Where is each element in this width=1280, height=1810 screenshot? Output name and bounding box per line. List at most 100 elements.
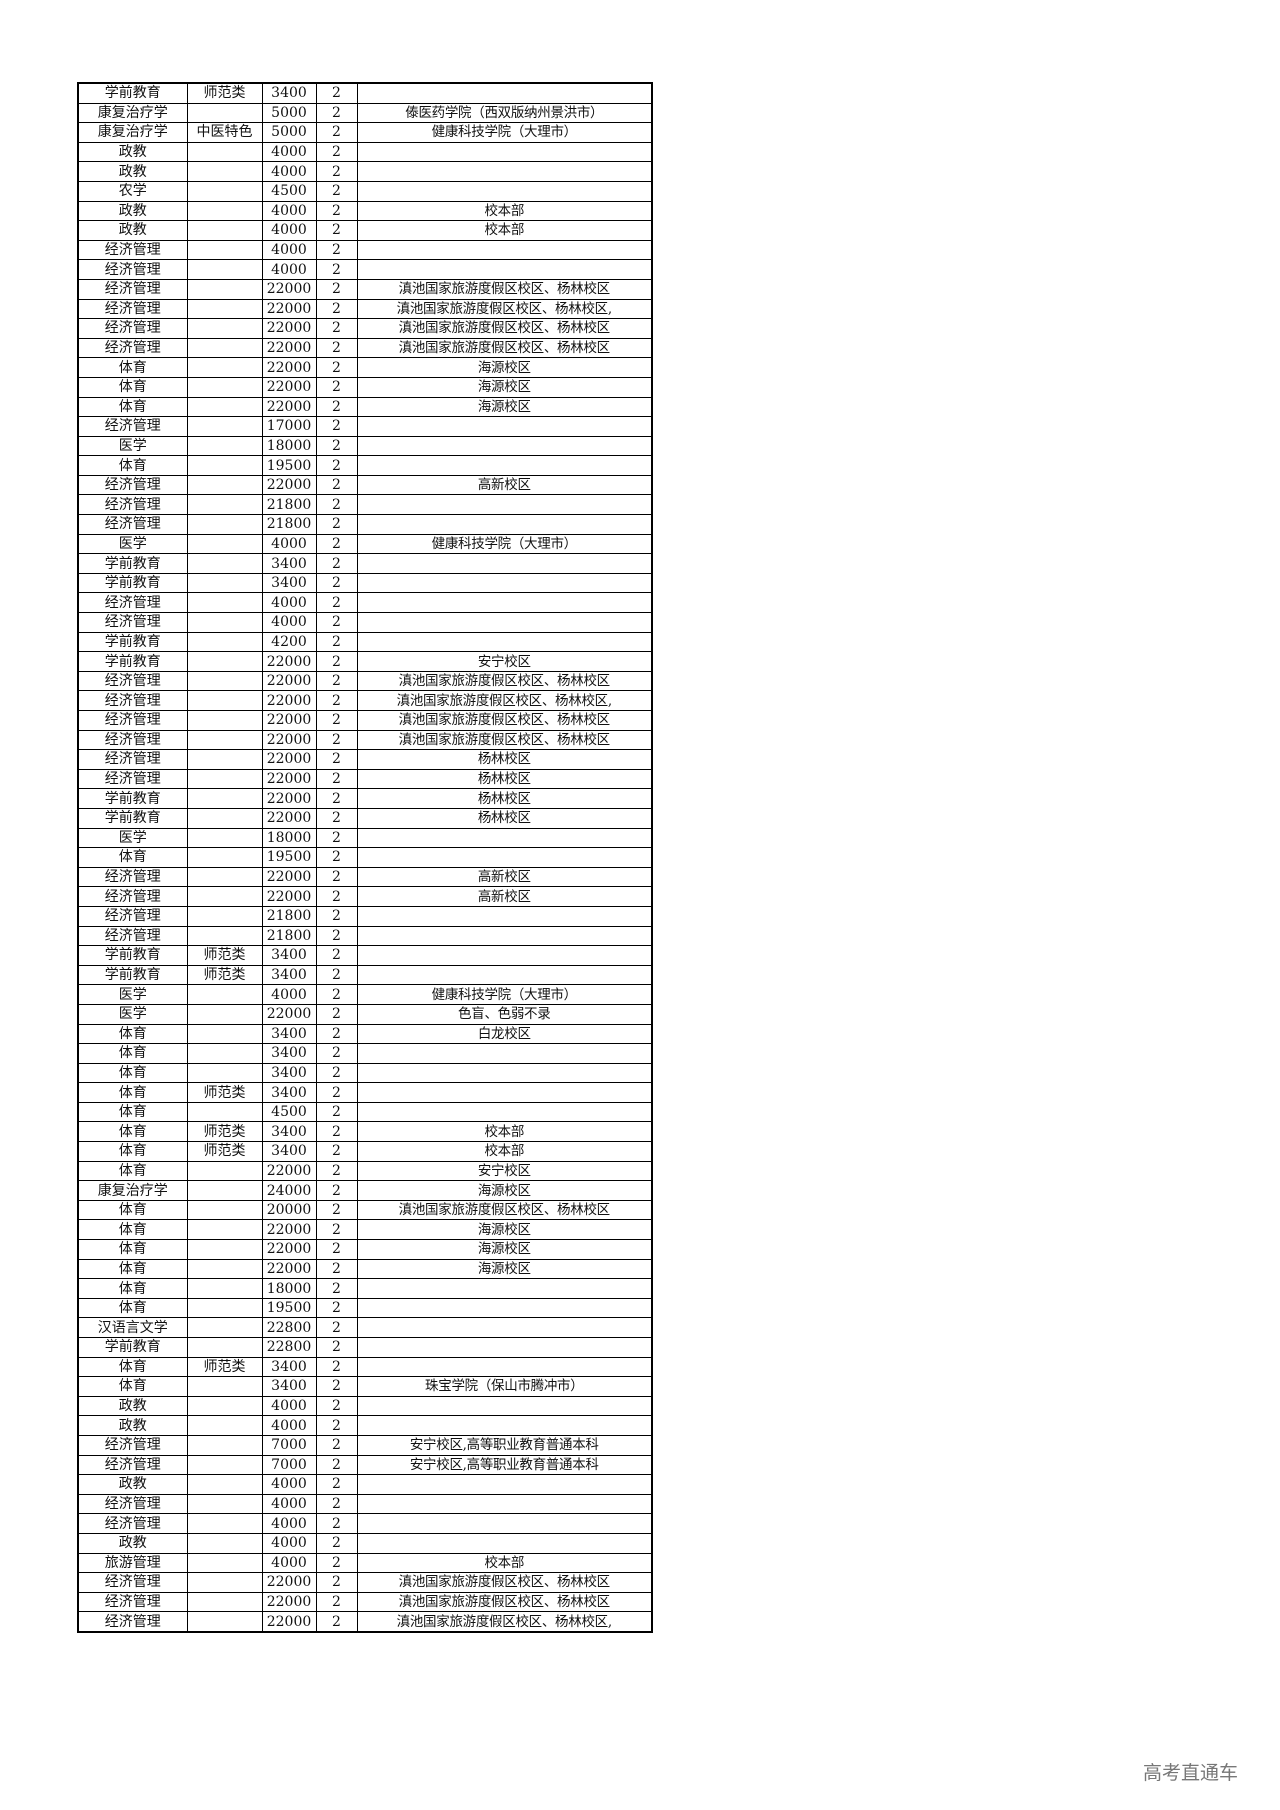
note-cell: 校本部 [356, 1141, 653, 1162]
major-cell: 经济管理 [77, 1611, 188, 1633]
major-cell: 政教 [77, 1415, 188, 1436]
table-row: 农学 4500 2 [77, 180, 653, 202]
major-cell: 学前教育 [77, 945, 188, 966]
tuition-cell: 24000 [261, 1180, 317, 1201]
table-row: 学前教育 3400 2 [77, 572, 653, 594]
count-cell: 2 [315, 572, 358, 594]
major-cell: 体育 [77, 1141, 188, 1162]
count-cell: 2 [315, 690, 358, 711]
major-cell: 经济管理 [77, 416, 188, 437]
tuition-cell: 22000 [261, 337, 317, 359]
note-cell [356, 455, 653, 476]
note-cell [356, 259, 653, 280]
major-cell: 康复治疗学 [77, 1180, 188, 1201]
table-row: 汉语言文学 22800 2 [77, 1317, 653, 1338]
category-cell [186, 161, 263, 182]
tuition-cell: 22000 [261, 749, 317, 770]
category-cell [186, 1337, 263, 1358]
note-cell [356, 494, 653, 516]
table-row: 经济管理 22000 2 高新校区 [77, 866, 653, 888]
table-row: 体育 3400 2 [77, 1062, 653, 1084]
note-cell [356, 1474, 653, 1495]
count-cell: 2 [315, 1513, 358, 1534]
major-cell: 经济管理 [77, 474, 188, 496]
category-cell [186, 1395, 263, 1417]
category-cell [186, 1297, 263, 1319]
note-cell [356, 592, 653, 614]
note-cell: 海源校区 [356, 1258, 653, 1280]
category-cell [186, 886, 263, 907]
table-row: 体育 20000 2 滇池国家旅游度假区校区、杨林校区 [77, 1199, 653, 1221]
category-cell [186, 847, 263, 868]
major-cell: 旅游管理 [77, 1552, 188, 1574]
tuition-cell: 20000 [261, 1199, 317, 1221]
table-row: 体育 22000 2 海源校区 [77, 396, 653, 418]
note-cell [356, 612, 653, 633]
tuition-cell: 3400 [261, 1043, 317, 1064]
tuition-cell: 22000 [261, 768, 317, 790]
table-row: 经济管理 4000 2 [77, 1493, 653, 1515]
count-cell: 2 [315, 670, 358, 692]
note-cell [356, 1297, 653, 1319]
note-cell: 滇池国家旅游度假区校区、杨林校区 [356, 1591, 653, 1613]
table-row: 经济管理 7000 2 安宁校区,高等职业教育普通本科 [77, 1454, 653, 1476]
count-cell: 2 [315, 474, 358, 496]
tuition-cell: 4000 [261, 533, 317, 555]
count-cell: 2 [315, 729, 358, 751]
tuition-cell: 4000 [261, 1395, 317, 1417]
category-cell: 师范类 [186, 1356, 263, 1378]
table-row: 体育 22000 2 海源校区 [77, 376, 653, 398]
major-cell: 体育 [77, 1043, 188, 1064]
note-cell: 滇池国家旅游度假区校区、杨林校区 [356, 1199, 653, 1221]
tuition-cell: 4200 [261, 631, 317, 653]
table-row: 经济管理 7000 2 安宁校区,高等职业教育普通本科 [77, 1434, 653, 1456]
count-cell: 2 [315, 1532, 358, 1554]
category-cell [186, 866, 263, 888]
note-cell [356, 847, 653, 868]
tuition-cell: 22000 [261, 1219, 317, 1241]
count-cell: 2 [315, 435, 358, 457]
tuition-cell: 22000 [261, 866, 317, 888]
category-cell [186, 239, 263, 261]
tuition-cell: 22000 [261, 788, 317, 809]
count-cell: 2 [315, 278, 358, 300]
tuition-cell: 4500 [261, 1101, 317, 1123]
category-cell: 师范类 [186, 1082, 263, 1103]
note-cell: 健康科技学院（大理市） [356, 984, 653, 1005]
note-cell: 杨林校区 [356, 749, 653, 770]
tuition-cell: 4000 [261, 1415, 317, 1436]
category-cell [186, 200, 263, 222]
major-cell: 体育 [77, 396, 188, 418]
tuition-cell: 3400 [261, 1121, 317, 1143]
category-cell [186, 1611, 263, 1633]
count-cell: 2 [315, 1317, 358, 1338]
note-cell: 滇池国家旅游度假区校区、杨林校区 [356, 278, 653, 300]
category-cell [186, 612, 263, 633]
tuition-cell: 4000 [261, 161, 317, 182]
note-cell: 滇池国家旅游度假区校区、杨林校区 [356, 670, 653, 692]
category-cell [186, 474, 263, 496]
category-cell [186, 827, 263, 849]
major-cell: 体育 [77, 1062, 188, 1084]
tuition-cell: 22000 [261, 474, 317, 496]
table-row: 体育 22000 2 安宁校区 [77, 1160, 653, 1182]
table-row: 政教 4000 2 [77, 141, 653, 163]
count-cell: 2 [315, 122, 358, 143]
note-cell: 滇池国家旅游度假区校区、杨林校区 [356, 710, 653, 731]
category-cell [186, 1317, 263, 1338]
category-cell [186, 905, 263, 927]
major-cell: 体育 [77, 1356, 188, 1378]
category-cell: 师范类 [186, 945, 263, 966]
count-cell: 2 [315, 1082, 358, 1103]
major-cell: 经济管理 [77, 514, 188, 535]
category-cell [186, 651, 263, 672]
category-cell [186, 102, 263, 124]
major-cell: 学前教育 [77, 964, 188, 986]
category-cell [186, 318, 263, 339]
note-cell [356, 1337, 653, 1358]
note-cell: 海源校区 [356, 376, 653, 398]
category-cell [186, 1258, 263, 1280]
category-cell [186, 1454, 263, 1476]
major-cell: 体育 [77, 1376, 188, 1397]
tuition-cell: 7000 [261, 1454, 317, 1476]
